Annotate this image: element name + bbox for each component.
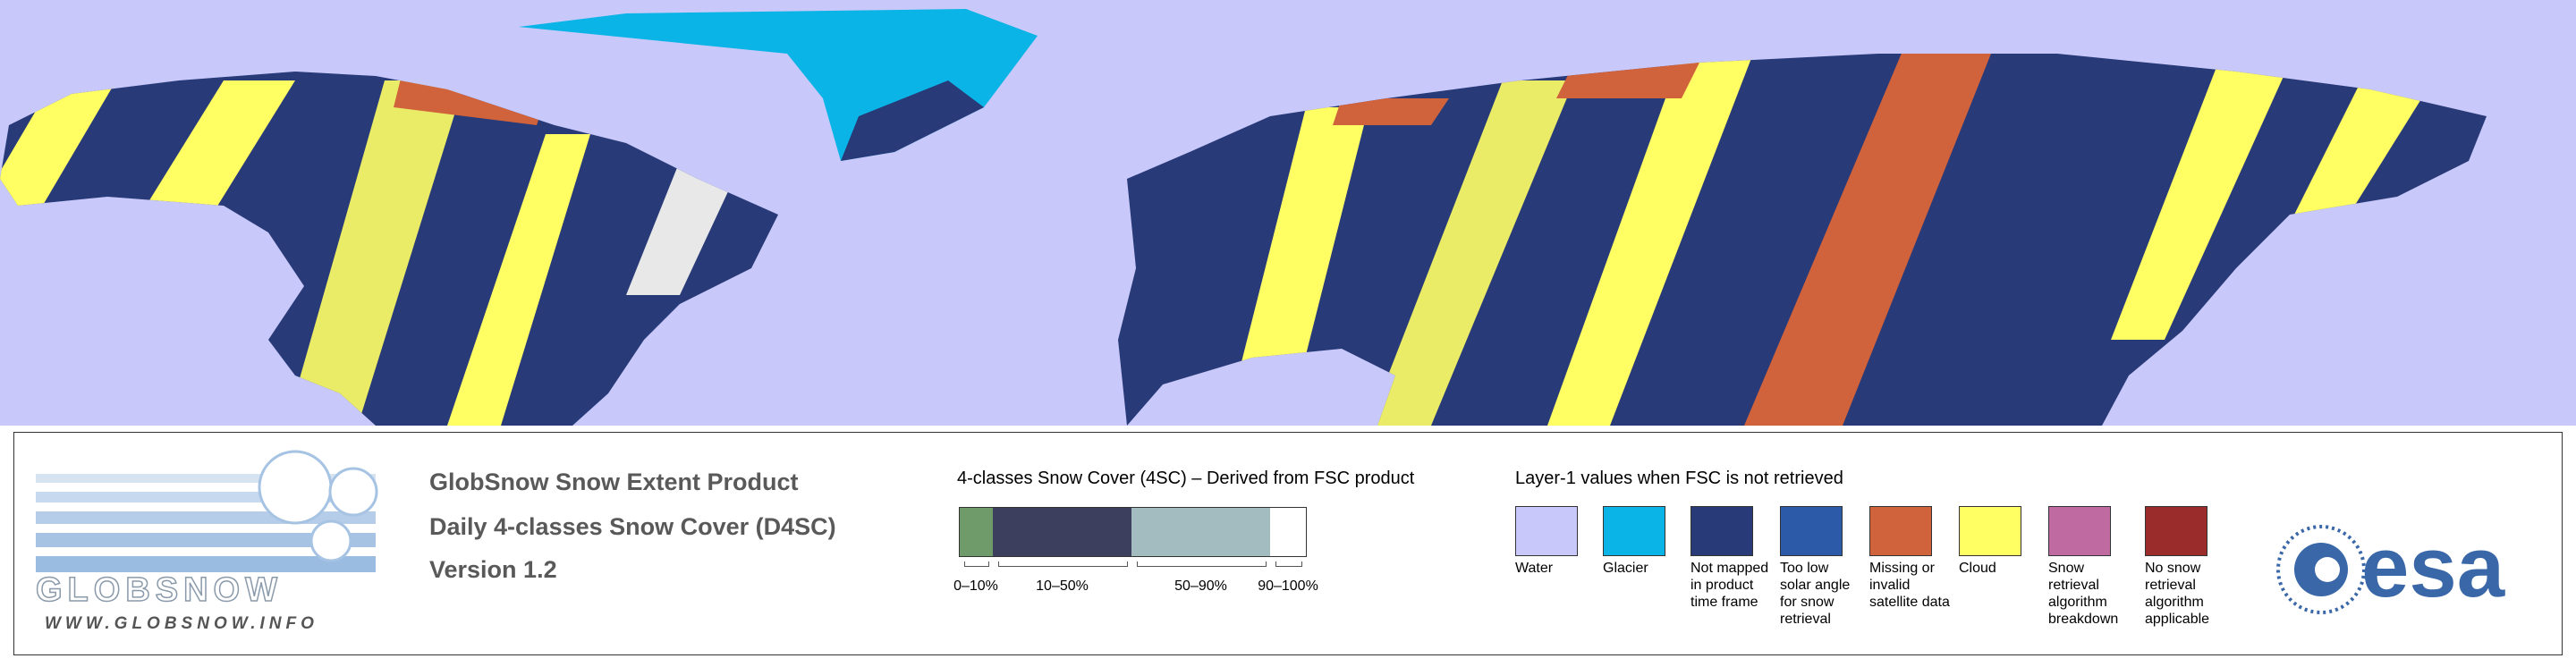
version: Version 1.2 bbox=[429, 556, 557, 583]
snow-map bbox=[0, 0, 2576, 426]
snow-class-label: 0–10% bbox=[953, 578, 998, 594]
legend-frame bbox=[13, 432, 2563, 655]
snow-class-bracket bbox=[998, 561, 1128, 567]
layer1-label: No snow retrieval algorithm applicable bbox=[2145, 561, 2210, 627]
layer1-swatch bbox=[1780, 506, 1843, 556]
title: GlobSnow Snow Extent Product bbox=[429, 469, 799, 495]
esa-name: esa bbox=[2361, 523, 2505, 615]
layer1-swatch bbox=[2048, 506, 2111, 556]
snow-class-bracket bbox=[964, 561, 989, 567]
layer1-swatch bbox=[2145, 506, 2207, 556]
esa-logo: esa bbox=[2276, 523, 2505, 615]
snow-class-label: 10–50% bbox=[1036, 578, 1089, 594]
snow-class-swatch bbox=[1131, 507, 1270, 557]
snow-cover-title: 4-classes Snow Cover (4SC) – Derived fro… bbox=[957, 469, 1415, 488]
snow-class-swatch bbox=[1270, 507, 1307, 557]
layer1-swatch bbox=[1869, 506, 1932, 556]
logo-name: GLOBSNOW bbox=[36, 571, 283, 609]
snow-class-bracket bbox=[1137, 561, 1267, 567]
logo-url: WWW.GLOBSNOW.INFO bbox=[45, 614, 318, 633]
layer1-swatch bbox=[1515, 506, 1578, 556]
layer1-swatch bbox=[1603, 506, 1665, 556]
layer1-label: Snow retrieval algorithm breakdown bbox=[2048, 561, 2119, 627]
layer1-label: Cloud bbox=[1959, 561, 1996, 576]
subtitle: Daily 4-classes Snow Cover (D4SC) bbox=[429, 513, 836, 540]
snow-class-label: 90–100% bbox=[1258, 578, 1318, 594]
layer1-swatch bbox=[1959, 506, 2021, 556]
snow-class-swatch bbox=[959, 507, 994, 557]
globsnow-logo: GLOBSNOW WWW.GLOBSNOW.INFO bbox=[36, 450, 378, 633]
snow-class-bracket bbox=[1275, 561, 1302, 567]
snow-class-label: 50–90% bbox=[1174, 578, 1227, 594]
layer1-label: Too low solar angle for snow retrieval bbox=[1780, 561, 1851, 627]
layer1-label: Not mapped in product time frame bbox=[1690, 561, 1769, 610]
layer1-label: Water bbox=[1515, 561, 1554, 576]
layer1-label: Glacier bbox=[1603, 561, 1648, 576]
layer1-title: Layer-1 values when FSC is not retrieved bbox=[1515, 469, 1843, 488]
layer1-label: Missing or invalid satellite data bbox=[1869, 561, 1950, 610]
snow-class-swatch bbox=[993, 507, 1131, 557]
layer1-swatch bbox=[1690, 506, 1753, 556]
